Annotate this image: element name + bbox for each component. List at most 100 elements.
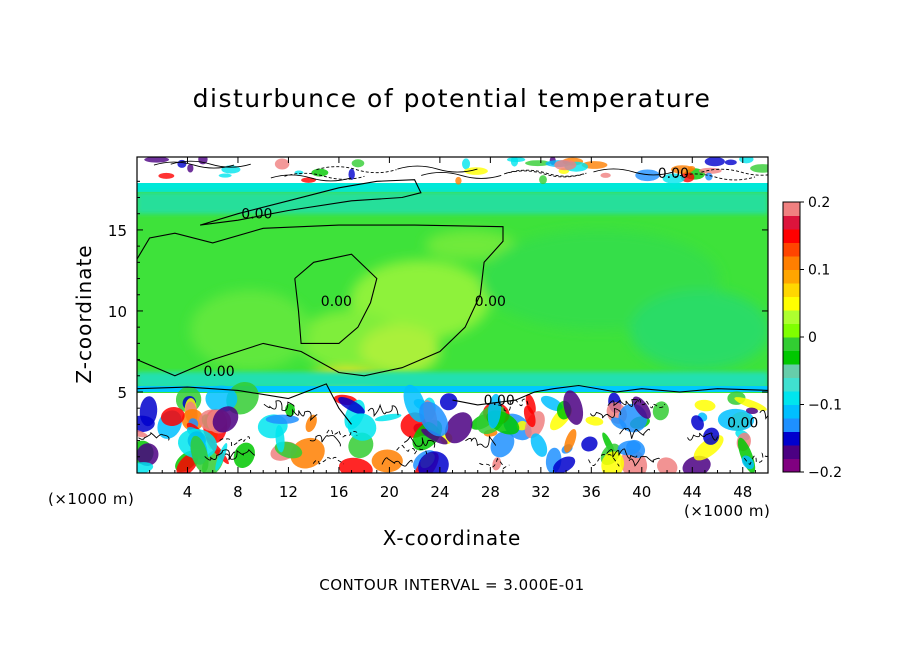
chart-title: disturbunce of potential temperature	[192, 84, 712, 113]
upper-turbulence-blob	[539, 175, 547, 185]
upper-turbulence-blob	[187, 163, 194, 173]
upper-turbulence-blob	[348, 168, 355, 180]
colorbar-tick-label: 0	[808, 330, 817, 346]
x-axis: 4 8 12 16 20 24 28 32 36 40 44 48	[149, 157, 756, 501]
turbulence-blob	[338, 397, 365, 415]
turbulence-blob	[657, 457, 678, 473]
turbulence-blob	[418, 451, 449, 473]
turbulence-blob	[374, 413, 402, 422]
colorbar-swatch	[783, 269, 800, 284]
colorbar-tick-label: 0.2	[808, 195, 830, 211]
contour-label: 0.00	[658, 166, 689, 182]
upper-turbulence-blob	[750, 164, 768, 173]
contour-line	[452, 384, 768, 406]
colorbar-swatch	[783, 445, 800, 459]
upper-turbulence-blob	[462, 158, 471, 170]
contour-label: 0.00	[241, 207, 272, 223]
contour-line	[199, 179, 422, 226]
contour-line	[137, 383, 352, 425]
colorbar-swatch	[783, 242, 800, 257]
contour-squiggle	[367, 403, 399, 418]
turbulence-blob	[371, 449, 403, 473]
x-tick-label: 36	[582, 483, 601, 501]
turbulence-blob	[691, 415, 704, 431]
turbulence-blob	[233, 442, 255, 469]
colorbar-swatch	[783, 377, 800, 392]
contour-squiggle	[326, 428, 358, 438]
upper-turbulence-blob	[144, 157, 170, 163]
turbulence-blob	[338, 457, 373, 473]
upper-turbulence-blob	[218, 173, 232, 178]
contour-squiggle	[219, 436, 251, 448]
contour-squiggle	[309, 434, 341, 447]
colorbar-tick-label: 0.1	[808, 263, 830, 279]
turbulence-blob	[139, 396, 158, 427]
x-tick-label: 32	[531, 483, 550, 501]
y-tick-label: 15	[108, 222, 127, 240]
x-axis-unit: (×1000 m)	[684, 502, 771, 520]
upper-turbulence-blob	[351, 159, 365, 168]
upper-turbulence-blob	[464, 167, 488, 175]
upper-contour-squiggle	[674, 173, 756, 181]
turbulence-blob	[585, 416, 604, 426]
upper-contour-squiggle	[421, 172, 502, 179]
contour-squiggle	[204, 449, 236, 461]
upper-contour-squiggle	[593, 168, 674, 176]
y-tick-label: 10	[108, 303, 127, 321]
colorbar-swatch	[783, 283, 800, 297]
contour-squiggle	[628, 456, 660, 467]
turbulence-blob	[601, 451, 625, 473]
turbulence-blob	[734, 397, 767, 411]
turbulence-blob	[492, 457, 502, 471]
turbulence-blob	[212, 406, 239, 433]
upper-turbulence-blob	[724, 159, 737, 166]
turbulence-blob	[717, 408, 755, 431]
contour-squiggle	[312, 456, 345, 465]
turbulence-blob	[563, 390, 584, 425]
upper-turbulence-blob	[739, 157, 754, 164]
contour-squiggle	[498, 398, 529, 412]
x-tick-label: 44	[683, 483, 702, 501]
contour-squiggle	[263, 400, 295, 412]
contour-label: 0.00	[203, 364, 234, 380]
contour-squiggle	[607, 399, 639, 407]
upper-contour-squiggle	[284, 172, 365, 180]
turbulence-blob	[581, 436, 598, 452]
turbulence-blob	[553, 456, 576, 473]
turbulence-blob	[190, 435, 209, 473]
y-tick-label: 5	[117, 384, 127, 402]
turbulence-blob	[530, 433, 548, 457]
turbulence-blob	[540, 395, 563, 412]
colorbar-swatch	[783, 404, 800, 419]
upper-turbulence-blob	[274, 158, 290, 170]
turbulence-blob	[516, 420, 528, 431]
upper-contour-squiggle	[506, 169, 587, 177]
upper-turbulence-blob	[600, 172, 611, 178]
upper-contour-squiggle	[316, 166, 397, 174]
turbulence-blob	[265, 414, 299, 424]
turbulence-blob	[564, 429, 577, 453]
upper-turbulence-blob	[704, 157, 725, 167]
x-tick-label: 4	[183, 483, 193, 501]
contour-squiggle	[396, 444, 428, 455]
colorbar-swatch	[783, 350, 800, 365]
y-axis: 5 10 15	[108, 180, 768, 458]
heatmap-field	[137, 157, 768, 473]
upper-turbulence-blob	[554, 159, 577, 171]
turbulence-blob	[137, 443, 159, 466]
turbulence-blob	[746, 407, 758, 414]
upper-contour-squiggle	[153, 161, 235, 169]
turbulence-blob	[160, 406, 185, 426]
contour-squiggle	[590, 407, 622, 419]
x-tick-label: 12	[279, 483, 298, 501]
turbulence-blob	[632, 396, 651, 419]
upper-turbulence-blob	[510, 157, 519, 167]
turbulence-blob	[137, 462, 154, 473]
upper-contour-squiggle	[170, 160, 251, 168]
colorbar-swatch	[783, 323, 800, 338]
upper-turbulence-blob	[705, 172, 713, 181]
y-axis-label: Z-coordinate	[72, 244, 96, 384]
smooth-patches	[190, 230, 768, 390]
x-tick-label: 28	[481, 483, 500, 501]
